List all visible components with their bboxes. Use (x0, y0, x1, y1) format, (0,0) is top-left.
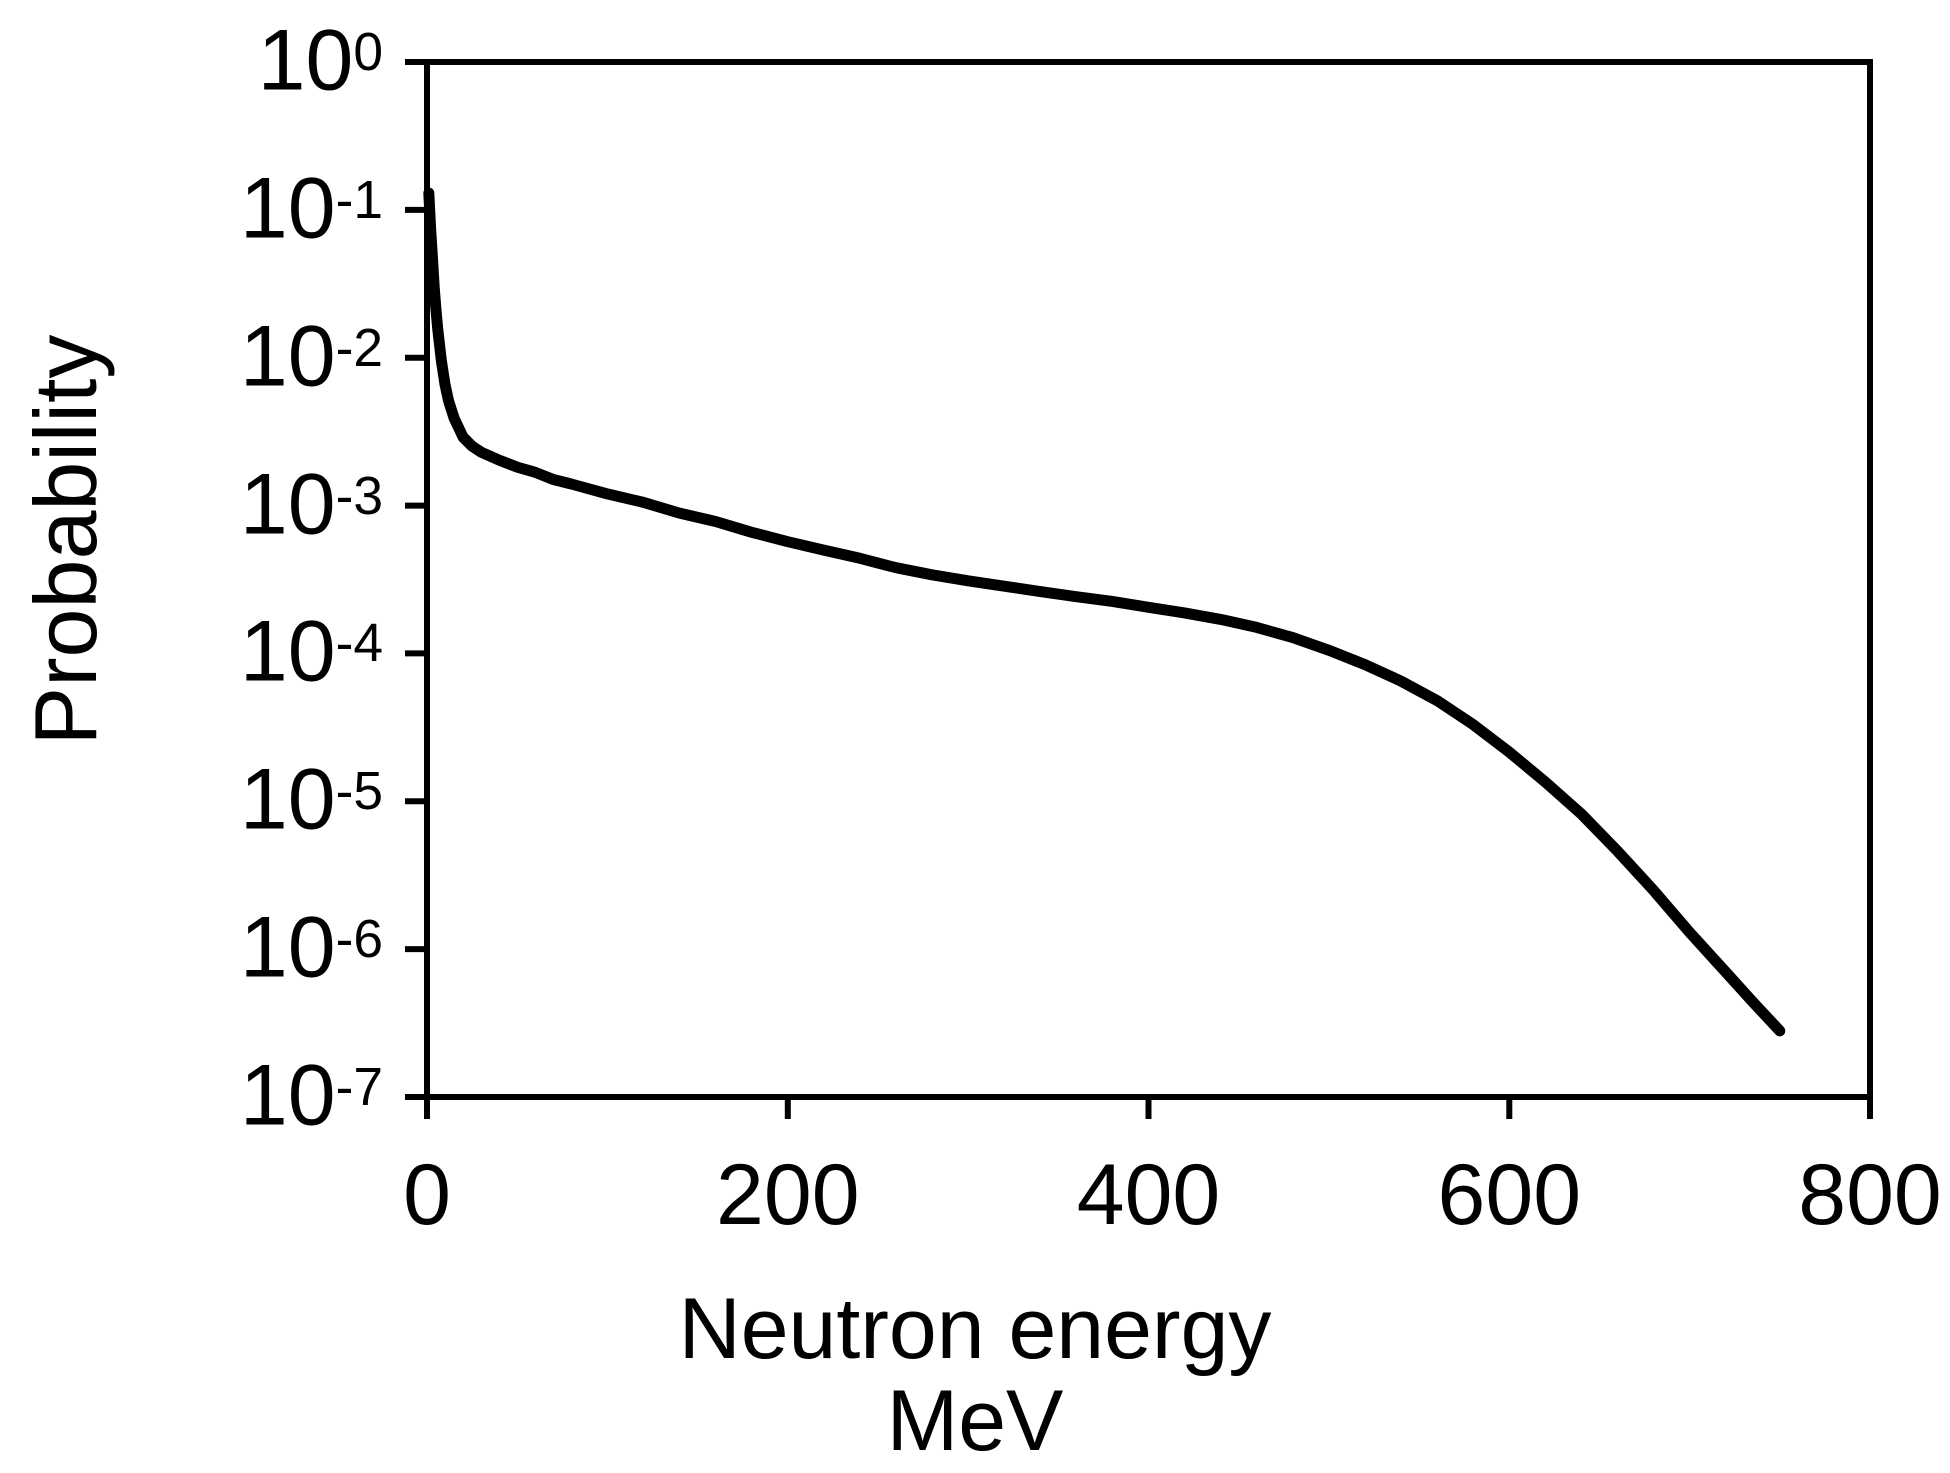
y-tick-label: 10-6 (240, 904, 383, 990)
x-tick-label: 400 (1076, 1147, 1221, 1243)
x-tick-label: 600 (1437, 1147, 1582, 1243)
y-tick-label: 10-7 (240, 1052, 383, 1138)
y-tick-exponent: -7 (335, 1058, 383, 1118)
y-tick-base: 10 (239, 455, 336, 552)
y-tick-label: 10-3 (240, 461, 383, 547)
x-tick-label: 800 (1798, 1147, 1942, 1243)
y-tick-exponent: -4 (335, 614, 383, 674)
y-tick-label: 100 (258, 17, 383, 103)
y-tick-label: 10-2 (240, 313, 383, 399)
y-tick-exponent: -5 (335, 762, 383, 822)
y-tick-base: 10 (239, 899, 336, 996)
y-tick-base: 10 (239, 160, 336, 257)
y-tick-label: 10-1 (240, 165, 383, 251)
y-axis-title: Probability (16, 334, 115, 746)
x-tick-label: 0 (403, 1147, 451, 1243)
y-tick-base: 10 (239, 603, 336, 700)
plot-border (424, 59, 1873, 1100)
y-tick-base: 10 (239, 1047, 336, 1144)
y-tick-label: 10-4 (240, 609, 383, 695)
x-axis-unit-text: MeV (886, 1373, 1064, 1470)
x-tick-label: 200 (716, 1147, 860, 1243)
y-tick-base: 10 (239, 307, 336, 404)
y-tick-base: 10 (257, 12, 354, 109)
axis-tick-marks (405, 59, 1873, 1119)
y-tick-base: 10 (239, 751, 336, 848)
y-tick-exponent: 0 (353, 23, 383, 83)
y-tick-exponent: -3 (335, 466, 383, 526)
y-tick-exponent: -2 (335, 318, 383, 378)
y-tick-exponent: -6 (335, 910, 383, 970)
y-axis-tick-labels: 100 10-1 10-2 10-3 10-4 10-5 10-6 10-7 (0, 0, 393, 1473)
y-tick-label: 10-5 (240, 757, 383, 843)
y-tick-exponent: -1 (335, 170, 383, 230)
x-axis-title-text: Neutron energy (678, 1281, 1272, 1377)
spectrum-curve (423, 187, 1786, 1037)
x-axis-title: Neutron energy MeV (0, 1283, 1950, 1467)
